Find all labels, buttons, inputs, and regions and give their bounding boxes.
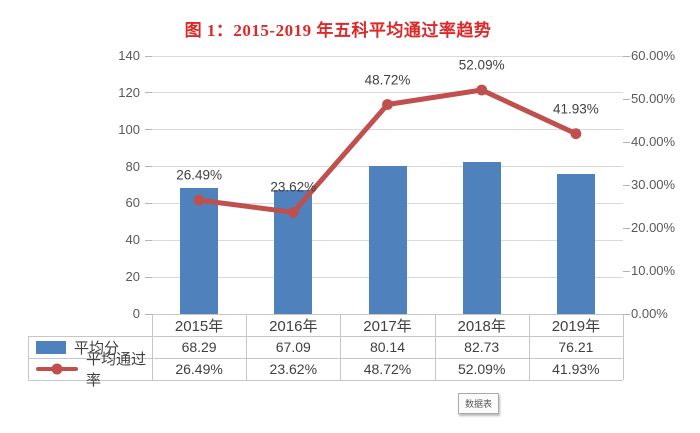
chart-data-table: 2015年 2016年 2017年 2018年 2019年平均分 68.29 67.09 80… xyxy=(28,314,624,389)
table-legend-平均分: 平均分 xyxy=(28,336,152,358)
table-header-2018年: 2018年 xyxy=(457,317,506,335)
left-axis-tick-mark xyxy=(145,239,152,241)
bar-2017年 xyxy=(368,166,407,314)
left-axis-tick-label: 40 xyxy=(125,232,140,248)
right-axis-tick-mark xyxy=(623,227,630,229)
table-value-平均通过率-2018年: 52.09% xyxy=(457,361,506,377)
right-axis-tick-label: 30.00% xyxy=(631,177,676,192)
table-header-2015年: 2015年 xyxy=(174,317,224,335)
legend-label: 平均通过率 xyxy=(86,351,147,389)
table-value-平均分-2016年: 67.09 xyxy=(275,339,311,355)
left-axis-tick-mark xyxy=(145,166,152,168)
plot-area xyxy=(152,55,623,315)
left-axis-tick-mark xyxy=(145,276,152,278)
right-axis-tick-label: 20.00% xyxy=(631,220,676,235)
data-label-2015年: 26.49% xyxy=(176,167,222,183)
data-table-button[interactable]: 数据表 xyxy=(458,393,499,414)
right-axis-tick-mark xyxy=(623,55,630,57)
table-border-line xyxy=(28,336,623,337)
left-axis-tick-mark xyxy=(145,55,152,57)
right-axis-tick-mark xyxy=(623,184,630,186)
data-label-2016年: 23.62% xyxy=(270,179,317,195)
table-value-平均通过率-2015年: 26.49% xyxy=(175,361,223,377)
right-axis-tick-mark xyxy=(623,98,630,100)
table-border-line xyxy=(528,314,530,380)
right-axis-tick-label: 60.00% xyxy=(631,48,676,63)
left-axis-tick-mark xyxy=(145,313,152,315)
table-header-2017年: 2017年 xyxy=(363,317,412,335)
table-border-line xyxy=(152,314,153,380)
table-value-平均通过率-2016年: 23.62% xyxy=(269,361,318,377)
legend-line-swatch-icon xyxy=(36,363,78,375)
table-border-line xyxy=(434,314,436,380)
bar-2018年 xyxy=(462,161,501,314)
table-value-平均通过率-2019年: 41.93% xyxy=(552,361,600,377)
table-border-line xyxy=(28,336,29,380)
right-axis-tick-label: 40.00% xyxy=(631,134,676,149)
table-value-平均分-2019年: 76.21 xyxy=(558,339,594,355)
right-axis-tick-mark xyxy=(623,141,630,143)
pass-rate-line-series xyxy=(193,84,582,218)
table-border-line xyxy=(623,314,624,380)
table-value-平均分-2017年: 80.14 xyxy=(369,339,405,355)
left-axis-tick-label: 20 xyxy=(125,269,140,285)
gridline xyxy=(152,92,623,94)
table-border-line xyxy=(246,314,248,380)
left-axis-tick-label: 120 xyxy=(118,84,140,100)
line-marker-2017年 xyxy=(382,99,393,110)
table-border-line xyxy=(28,358,623,359)
line-marker-2016年 xyxy=(287,207,299,218)
right-axis-tick-label: 0.00% xyxy=(631,306,668,321)
bar-2019年 xyxy=(556,173,595,314)
bar-2015年 xyxy=(180,188,219,314)
left-axis-tick-label: 100 xyxy=(118,121,140,137)
table-header-2016年: 2016年 xyxy=(269,317,318,335)
table-border-line xyxy=(340,314,342,380)
table-value-平均分-2018年: 82.73 xyxy=(464,339,500,355)
line-marker-2018年 xyxy=(476,84,488,96)
data-label-2018年: 52.09% xyxy=(458,57,505,73)
legend-label: 平均分 xyxy=(74,339,120,357)
left-axis-tick-label: 60 xyxy=(125,195,140,211)
line-marker-2015年 xyxy=(193,194,205,206)
left-axis-tick-mark xyxy=(145,129,152,131)
chart-title: 图 1：2015-2019 年五科平均通过率趋势 xyxy=(184,21,492,40)
table-border-line xyxy=(28,380,623,381)
left-axis-tick-label: 0 xyxy=(132,306,140,321)
gridline xyxy=(152,129,623,131)
right-axis-tick-mark xyxy=(623,313,630,315)
right-axis-tick-label: 50.00% xyxy=(631,91,676,106)
left-axis-tick-mark xyxy=(145,92,152,94)
gridline xyxy=(152,55,623,57)
table-value-平均通过率-2017年: 48.72% xyxy=(363,361,412,377)
table-header-2019年: 2019年 xyxy=(551,317,601,335)
left-axis-tick-label: 80 xyxy=(125,158,140,174)
line-marker-2019年 xyxy=(570,128,582,140)
legend-bar-swatch-icon xyxy=(36,340,66,354)
data-label-2017年: 48.72% xyxy=(364,72,411,87)
right-axis-tick-label: 10.00% xyxy=(631,263,676,278)
left-axis-tick-mark xyxy=(145,202,152,204)
table-border-line xyxy=(152,314,623,315)
data-label-2019年: 41.93% xyxy=(552,101,599,117)
table-value-平均分-2015年: 68.29 xyxy=(181,339,217,355)
table-legend-平均通过率: 平均通过率 xyxy=(28,351,152,389)
left-axis-tick-label: 140 xyxy=(118,48,140,63)
right-axis-tick-mark xyxy=(623,270,630,272)
legend-marker-dot-icon xyxy=(51,363,63,375)
